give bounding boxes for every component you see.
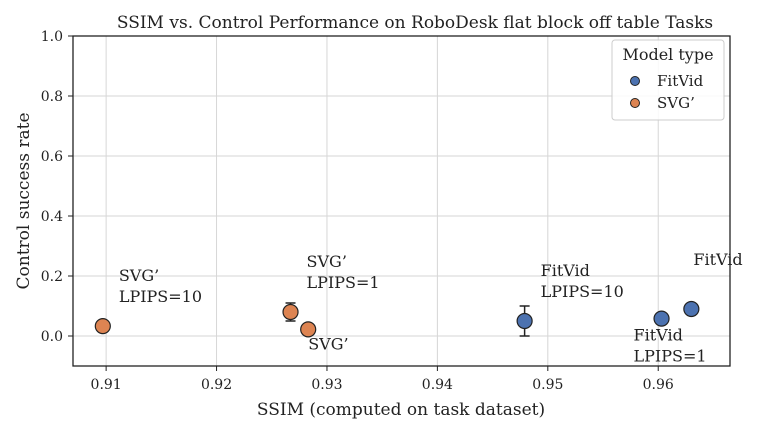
- y-tick-label: 0.6: [41, 149, 63, 165]
- data-point-svg: [282, 303, 299, 321]
- legend-title: Model type: [622, 45, 713, 64]
- data-point-svg: [94, 318, 111, 335]
- ticks: 0.91 0.92 0.93 0.94 0.95 0.96 0.0 0.2 0.4 0.6 0.8 1…: [41, 29, 674, 393]
- legend: Model type FitVid SVG’: [611, 39, 725, 121]
- point-annotation: SVG’: [119, 266, 159, 285]
- chart-title: SSIM vs. Control Performance on RoboDesk…: [117, 13, 713, 33]
- x-axis-label: SSIM (computed on task dataset): [257, 400, 545, 420]
- data-marks: [94, 300, 700, 338]
- legend-box: [611, 39, 725, 121]
- point-annotation: LPIPS=10: [541, 282, 624, 301]
- y-tick-label: 1.0: [41, 29, 63, 45]
- data-point-svg: [300, 321, 317, 338]
- y-tick-label: 0.2: [41, 269, 63, 285]
- legend-marker-svg: [630, 98, 640, 108]
- point-annotation: SVG’: [307, 252, 347, 271]
- legend-label-svg: SVG’: [657, 94, 695, 112]
- x-tick-label: 0.91: [91, 377, 122, 393]
- y-axis-label: Control success rate: [14, 112, 34, 289]
- data-point-fitvid: [683, 300, 700, 318]
- annotations: FitVid LPIPS=10 FitVid LPIPS=1 FitVid SVG’ LPI…: [119, 250, 743, 366]
- point-annotation: FitVid: [541, 261, 590, 280]
- x-tick-label: 0.93: [311, 377, 342, 393]
- plot-frame: [72, 35, 731, 367]
- point-annotation: LPIPS=1: [307, 273, 380, 292]
- x-tick-label: 0.96: [643, 377, 674, 393]
- y-tick-label: 0.4: [41, 209, 63, 225]
- x-tick-label: 0.92: [201, 377, 232, 393]
- legend-label-fitvid: FitVid: [657, 72, 704, 90]
- y-tick-label: 0.0: [41, 329, 63, 345]
- data-point-fitvid: [516, 312, 533, 330]
- data-point-fitvid: [653, 310, 670, 327]
- point-annotation: FitVid: [634, 326, 683, 345]
- x-tick-label: 0.94: [422, 377, 453, 393]
- point-annotation: LPIPS=10: [119, 287, 202, 306]
- point-annotation: FitVid: [693, 250, 742, 269]
- legend-marker-fitvid: [630, 76, 640, 86]
- x-tick-label: 0.95: [532, 377, 563, 393]
- point-annotation: SVG’: [308, 334, 348, 353]
- point-annotation: LPIPS=1: [634, 347, 707, 366]
- y-tick-label: 0.8: [41, 89, 63, 105]
